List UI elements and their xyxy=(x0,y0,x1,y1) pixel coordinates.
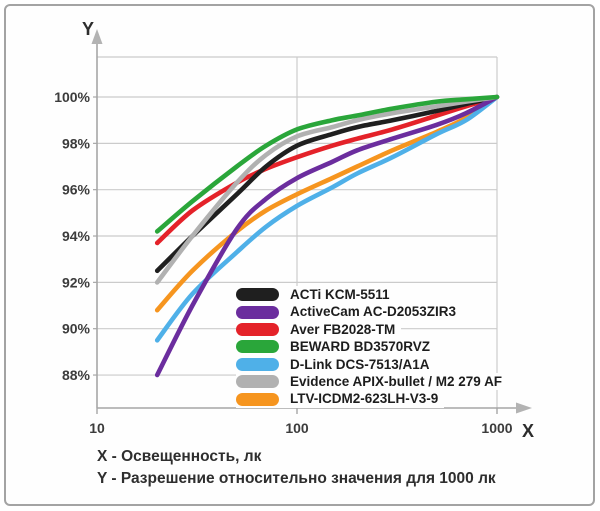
legend-swatch-aver xyxy=(236,322,279,336)
legend-item-aver: Aver FB2028-TM xyxy=(236,320,402,339)
legend-swatch-evidence xyxy=(236,375,279,389)
curve-beward-bd3570rvz xyxy=(154,94,500,234)
legend-item-activecam: ActiveCam AC-D2053ZIR3 xyxy=(236,303,463,321)
x-tick-label: 10 xyxy=(89,420,105,436)
legend-label: Evidence APIX-bullet / M2 279 AF xyxy=(290,373,503,389)
legend-item-evidence: Evidence APIX-bullet / M2 279 AF xyxy=(236,372,509,391)
y-tick-label: 96% xyxy=(62,182,91,198)
x-tick-label: 100 xyxy=(285,420,309,436)
legend-label: ActiveCam AC-D2053ZIR3 xyxy=(290,304,457,320)
legend-label: ACTi KCM-5511 xyxy=(290,287,390,302)
y-tick-label: 92% xyxy=(62,274,91,290)
x-axis-caption: X - Освещенность, лк xyxy=(97,448,262,465)
y-tick-label: 98% xyxy=(62,135,91,151)
legend-swatch-activecam xyxy=(236,305,279,319)
y-axis-letter: Y xyxy=(81,19,94,39)
legend-item-dlink: D-Link DCS-7513/A1A xyxy=(236,355,436,373)
axis-captions: X - Освещенность, лк Y - Разрешение отно… xyxy=(97,446,496,490)
curve-aver-fb2028-tm xyxy=(154,94,500,246)
y-tick-label: 100% xyxy=(54,89,90,105)
legend-label: BEWARD BD3570RVZ xyxy=(290,339,431,355)
y-tick-label: 90% xyxy=(62,321,91,337)
legend-swatch-ltv xyxy=(236,392,279,406)
y-tick-label: 88% xyxy=(62,367,91,383)
curve-activecam-ac-d2053zir3 xyxy=(154,94,500,378)
legend: ACTi KCM-5511 ActiveCam AC-D2053ZIR3 Ave… xyxy=(236,286,509,408)
legend-label: Aver FB2028-TM xyxy=(290,321,396,337)
x-axis-letter: X xyxy=(522,421,535,441)
legend-item-ltv: LTV-ICDM2-623LH-V3-9 xyxy=(236,390,445,408)
x-axis-arrow-icon xyxy=(516,402,532,414)
legend-swatch-beward xyxy=(236,340,279,354)
legend-label: LTV-ICDM2-623LH-V3-9 xyxy=(290,391,439,407)
legend-item-beward: BEWARD BD3570RVZ xyxy=(236,338,437,356)
y-axis-arrow-icon xyxy=(91,29,103,44)
curve-acti-kcm-5511 xyxy=(154,94,500,274)
y-axis-caption: Y - Разрешение относительно значения для… xyxy=(97,470,496,487)
curve-d-link-dcs-7513-a1a xyxy=(154,94,500,343)
legend-swatch-dlink xyxy=(236,357,279,371)
legend-item-acti: ACTi KCM-5511 xyxy=(236,286,396,304)
legend-label: D-Link DCS-7513/A1A xyxy=(290,356,430,372)
legend-swatch-acti xyxy=(236,288,279,302)
x-tick-label: 1000 xyxy=(481,420,512,436)
curve-evidence-apix-bullet-m2-279-af xyxy=(154,94,500,285)
y-tick-label: 94% xyxy=(62,228,91,244)
